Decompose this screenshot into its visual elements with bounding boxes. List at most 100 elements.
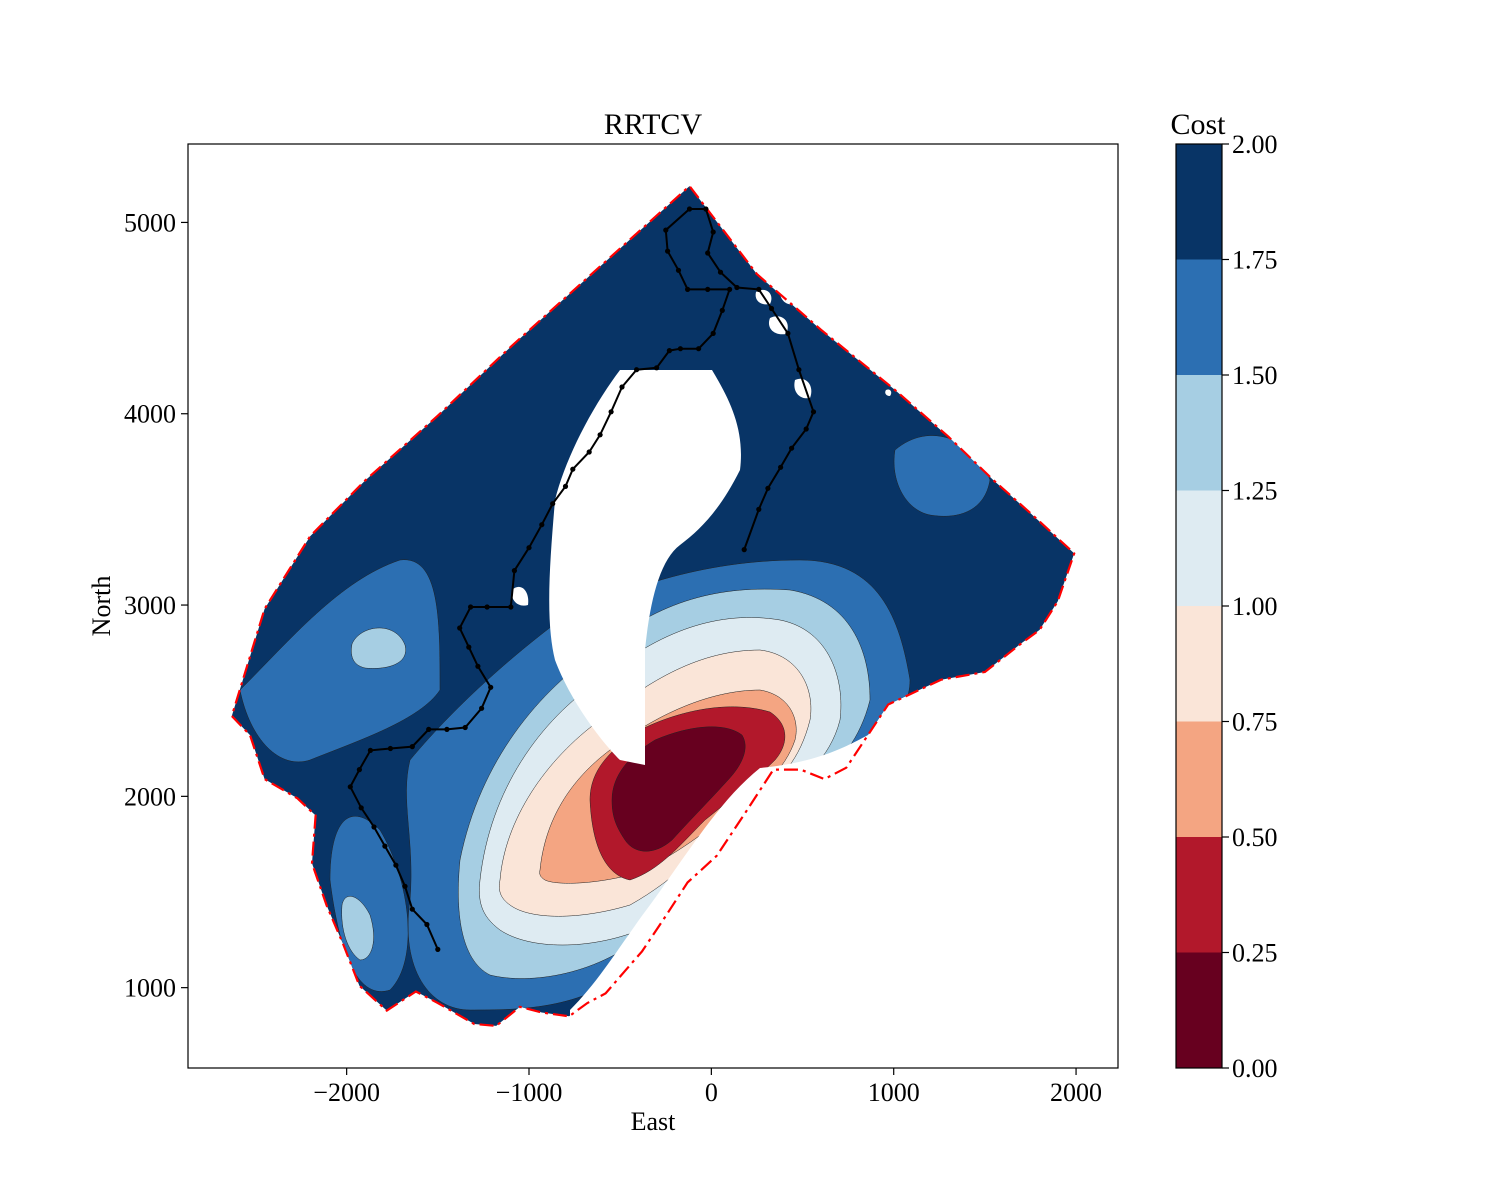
path-waypoint bbox=[734, 284, 740, 291]
colorbar-tick-label: 1.00 bbox=[1232, 592, 1278, 621]
path-waypoint bbox=[426, 726, 432, 733]
path-waypoint bbox=[597, 432, 603, 438]
obstacle-small-6 bbox=[885, 389, 892, 396]
colorbar-band bbox=[1176, 952, 1222, 1068]
path-waypoint bbox=[457, 625, 463, 631]
path-waypoint bbox=[358, 805, 364, 811]
colorbar-band bbox=[1176, 490, 1222, 606]
y-axis: 1000 2000 3000 4000 5000 bbox=[124, 208, 188, 1003]
path-waypoint bbox=[462, 724, 468, 731]
path-waypoint bbox=[756, 506, 762, 512]
path-waypoint bbox=[475, 663, 481, 669]
path-waypoint bbox=[666, 348, 673, 354]
path-waypoint bbox=[356, 767, 362, 773]
colorbar-band bbox=[1176, 837, 1222, 953]
colorbar-tick-label: 0.75 bbox=[1232, 708, 1278, 737]
path-waypoint bbox=[347, 784, 353, 790]
path-waypoint bbox=[382, 843, 388, 849]
y-tick-label: 1000 bbox=[124, 974, 176, 1003]
obstacle-small-3 bbox=[768, 316, 788, 335]
colorbar-band bbox=[1176, 375, 1222, 491]
path-waypoint bbox=[371, 824, 377, 830]
path-waypoint bbox=[765, 485, 771, 491]
path-waypoint bbox=[409, 906, 415, 912]
contour-band-0.00-0.25 bbox=[611, 726, 746, 852]
colorbar-ticks: 0.00 0.25 0.50 0.75 1.00 1.25 1.50 1.75 2.00 bbox=[1222, 130, 1278, 1083]
path-waypoint bbox=[710, 330, 716, 336]
path-waypoint bbox=[367, 747, 373, 754]
planned-path-line bbox=[349, 208, 815, 950]
x-axis-label: East bbox=[631, 1107, 677, 1136]
path-waypoint bbox=[710, 229, 716, 235]
plot-frame bbox=[187, 143, 1119, 1069]
colorbar: 0.00 0.25 0.50 0.75 1.00 1.25 1.50 1.75 2.00 Cos… bbox=[1170, 108, 1277, 1083]
path-waypoint bbox=[703, 206, 709, 212]
path-waypoint bbox=[741, 547, 747, 553]
path-waypoint bbox=[484, 604, 490, 610]
path-waypoint bbox=[466, 644, 472, 650]
colorbar-tick-label: 2.00 bbox=[1232, 130, 1278, 159]
path-waypoint bbox=[387, 745, 393, 752]
path-waypoint bbox=[686, 206, 693, 212]
path-waypoint bbox=[570, 466, 576, 472]
path-waypoint bbox=[768, 305, 775, 312]
planned-path-layer bbox=[347, 206, 817, 953]
path-waypoint bbox=[675, 267, 682, 273]
colorbar-band bbox=[1176, 259, 1222, 375]
colorbar-band bbox=[1176, 144, 1222, 260]
path-waypoint bbox=[444, 726, 450, 733]
path-waypoint bbox=[685, 286, 691, 292]
path-waypoint bbox=[435, 946, 441, 953]
y-axis-label: North bbox=[87, 576, 116, 637]
path-waypoint bbox=[619, 384, 625, 390]
path-waypoint bbox=[608, 409, 614, 415]
path-waypoint bbox=[511, 568, 517, 574]
path-waypoint bbox=[526, 545, 532, 551]
path-waypoint bbox=[539, 522, 545, 528]
path-waypoint bbox=[479, 705, 485, 711]
colorbar-label: Cost bbox=[1170, 108, 1226, 141]
x-tick-label: −2000 bbox=[313, 1078, 380, 1107]
y-tick-label: 3000 bbox=[124, 591, 176, 620]
path-waypoint bbox=[796, 367, 802, 373]
plot-area bbox=[187, 143, 1119, 1069]
path-waypoint bbox=[717, 269, 724, 275]
obstacle-south-east bbox=[570, 630, 1118, 1068]
path-waypoint bbox=[393, 862, 399, 868]
x-tick-label: 2000 bbox=[1050, 1078, 1102, 1107]
path-waypoint bbox=[663, 227, 669, 233]
y-tick-label: 4000 bbox=[124, 400, 176, 429]
path-waypoint bbox=[756, 286, 762, 292]
path-waypoint bbox=[778, 464, 784, 470]
path-waypoint bbox=[705, 250, 711, 256]
path-waypoint bbox=[654, 365, 660, 371]
path-waypoint bbox=[785, 330, 791, 336]
path-waypoint bbox=[789, 445, 795, 451]
colorbar-band bbox=[1176, 721, 1222, 837]
path-waypoint bbox=[677, 346, 684, 352]
path-waypoint bbox=[562, 483, 569, 489]
x-tick-label: −1000 bbox=[496, 1078, 563, 1107]
colorbar-tick-label: 0.25 bbox=[1232, 939, 1278, 968]
colorbar-tick-label: 1.25 bbox=[1232, 477, 1278, 506]
obstacle-small-1 bbox=[780, 289, 799, 305]
path-waypoint bbox=[705, 286, 711, 292]
path-waypoint bbox=[468, 604, 474, 610]
y-tick-label: 5000 bbox=[124, 208, 176, 237]
path-waypoint bbox=[402, 883, 408, 889]
path-waypoint bbox=[665, 248, 671, 254]
colorbar-tick-label: 0.50 bbox=[1232, 823, 1278, 852]
x-axis: −2000 −1000 0 1000 2000 bbox=[313, 1068, 1102, 1107]
path-waypoint bbox=[696, 346, 702, 352]
y-tick-label: 2000 bbox=[124, 782, 176, 811]
path-waypoint bbox=[719, 307, 725, 313]
colorbar-tick-label: 1.75 bbox=[1232, 246, 1278, 275]
colorbar-tick-label: 1.50 bbox=[1232, 361, 1278, 390]
path-waypoint bbox=[727, 286, 733, 292]
obstacle-central bbox=[549, 370, 741, 765]
path-waypoint bbox=[810, 409, 817, 415]
path-waypoint bbox=[488, 684, 494, 690]
x-tick-label: 1000 bbox=[868, 1078, 920, 1107]
x-tick-label: 0 bbox=[705, 1078, 718, 1107]
